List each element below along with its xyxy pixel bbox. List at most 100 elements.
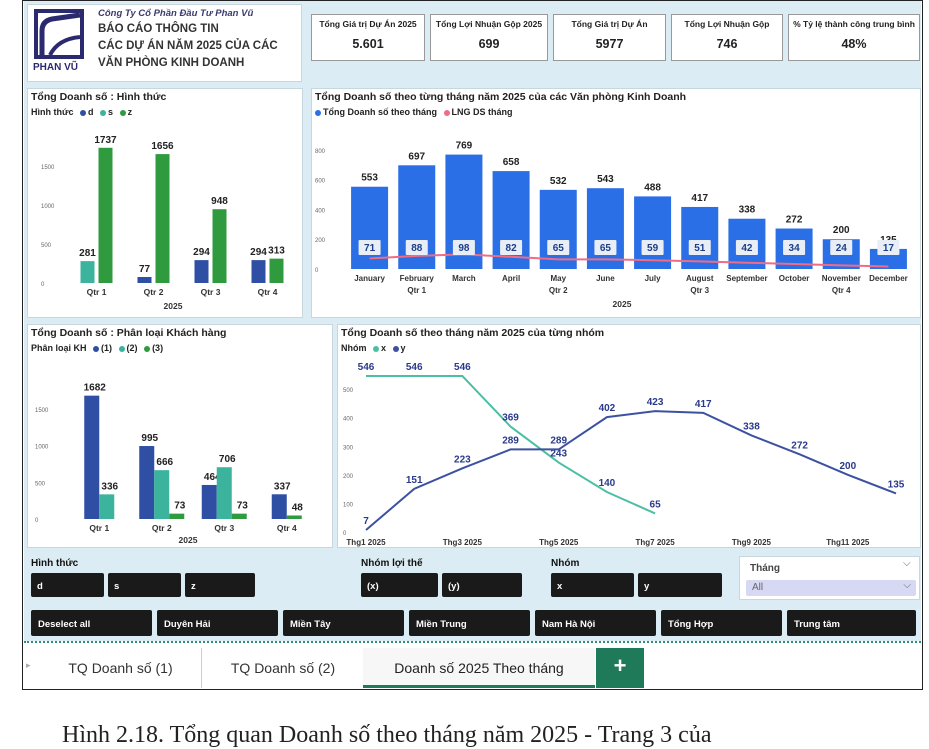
data-label-box <box>594 240 617 255</box>
bar <box>634 196 672 269</box>
y-tick-label: 500 <box>35 481 46 487</box>
bar <box>269 258 284 283</box>
bar <box>154 470 170 519</box>
month-dropdown[interactable]: All ⌵ <box>746 580 916 596</box>
data-label: 464 <box>204 472 221 483</box>
y-tick-label: 800 <box>315 149 326 155</box>
bar <box>586 188 624 269</box>
x-tick-label: Qtr 2 <box>152 523 172 533</box>
header-card <box>27 4 302 82</box>
data-label: 88 <box>411 243 423 254</box>
slicer-option-x-advantage[interactable]: (x) <box>361 573 438 597</box>
bar <box>539 189 577 269</box>
x-tick-label: Qtr 3 <box>201 287 221 297</box>
legend-dot-icon <box>100 109 107 116</box>
tab-tq-doanh-so-1[interactable]: TQ Doanh số (1) <box>40 648 202 688</box>
office-button-mien-tay[interactable]: Miền Tây <box>283 610 404 636</box>
bar <box>80 261 95 283</box>
data-label: 948 <box>211 196 228 207</box>
bar <box>286 515 302 519</box>
slicer-option-d[interactable]: d <box>31 573 104 597</box>
data-label-box <box>735 240 758 255</box>
chevron-down-icon[interactable]: ⌵ <box>903 558 911 569</box>
kpi-card-total-project-value: Tổng Giá trị Dự Án 5977 <box>553 14 666 61</box>
kpi-value: 699 <box>478 37 500 51</box>
legend-item: Tổng Doanh số theo tháng <box>323 107 437 117</box>
x-tick-label: December <box>869 274 908 283</box>
data-label: 281 <box>79 248 96 259</box>
slicer-option-y[interactable]: y <box>638 573 722 597</box>
bar <box>169 513 185 519</box>
y-tick-label: 0 <box>343 531 347 537</box>
data-label: 336 <box>101 481 118 492</box>
data-label: 289 <box>502 435 519 446</box>
bar <box>194 260 209 283</box>
tab-scroll-left-icon[interactable]: ▸ <box>26 660 31 670</box>
company-logo <box>34 9 84 59</box>
data-label-box <box>405 240 428 255</box>
x-axis-group-label: 2025 <box>164 301 183 311</box>
chart-panel-phan-loai: Tổng Doanh số : Phân loại Khách hàng Phâ… <box>27 324 333 548</box>
data-label: 546 <box>358 362 375 373</box>
x-tick-label: July <box>645 274 662 283</box>
bar <box>231 513 247 519</box>
y-tick-label: 0 <box>315 268 319 274</box>
office-button-mien-trung[interactable]: Miền Trung <box>409 610 530 636</box>
tab-tq-doanh-so-2[interactable]: TQ Doanh số (2) <box>230 660 336 676</box>
slicer-label-nhom-loi-the: Nhóm lợi thế <box>361 558 423 569</box>
data-label-box <box>688 240 711 255</box>
month-dropdown-label: Tháng <box>750 563 780 574</box>
data-label-box <box>783 240 806 255</box>
series-line-y <box>365 410 897 531</box>
x-axis-group-label: 2025 <box>179 535 198 545</box>
data-label: 272 <box>791 440 808 451</box>
slicer-option-z[interactable]: z <box>185 573 255 597</box>
data-label: 98 <box>458 243 470 254</box>
kpi-card-success-rate: % Tỷ lệ thành công trung bình 48% <box>788 14 920 61</box>
y-tick-label: 0 <box>41 282 45 288</box>
chart-phan-loai-svg: 0 500 1000 1500 1682 336 Qtr 1 995 666 73 Qtr 2 464… <box>35 383 303 545</box>
chart-title: Tổng Doanh số : Hình thức <box>31 91 167 103</box>
y-tick-label: 200 <box>315 238 326 244</box>
office-button-tong-hop[interactable]: Tổng Hợp <box>661 610 782 636</box>
slicer-option-y-advantage[interactable]: (y) <box>442 573 522 597</box>
data-label: 200 <box>839 461 856 472</box>
legend-dot-icon <box>373 345 380 352</box>
report-title-line-2: CÁC DỰ ÁN NĂM 2025 CỦA CÁC <box>98 40 278 52</box>
data-label: 243 <box>550 449 567 460</box>
legend-item: LNG DS tháng <box>451 107 513 117</box>
x-tick-label: June <box>596 274 615 283</box>
office-button-trung-tam[interactable]: Trung tâm <box>787 610 916 636</box>
slicer-option-x[interactable]: x <box>551 573 634 597</box>
x-tick-label: March <box>452 274 476 283</box>
data-label-box <box>641 240 664 255</box>
bar <box>212 209 227 283</box>
data-label: 65 <box>553 243 565 254</box>
data-label: 1737 <box>94 135 117 146</box>
data-label: 289 <box>550 435 567 446</box>
data-label: 658 <box>503 157 520 168</box>
bar <box>155 154 170 283</box>
kpi-card-total-project-value-2025: Tổng Giá trị Dự Án 2025 5.601 <box>311 14 425 61</box>
tab-doanh-so-2025-theo-thang[interactable]: Doanh số 2025 Theo tháng <box>363 648 595 688</box>
office-button-duyen-hai[interactable]: Duyên Hải <box>157 610 278 636</box>
data-label: 995 <box>141 433 158 444</box>
chart-panel-hinh-thuc: Tổng Doanh số : Hình thức Hình thức d s … <box>27 88 303 318</box>
deselect-all-button[interactable]: Deselect all <box>31 610 152 636</box>
y-tick-label: 500 <box>41 243 52 249</box>
data-label: 294 <box>193 247 210 258</box>
legend-dot-icon <box>144 345 151 352</box>
chart-title: Tổng Doanh số theo từng tháng năm 2025 c… <box>315 91 687 103</box>
chart-title: Tổng Doanh số theo tháng năm 2025 của từ… <box>341 327 605 339</box>
bar <box>681 206 719 269</box>
slicer-option-s[interactable]: s <box>108 573 181 597</box>
data-label: 65 <box>650 499 662 510</box>
office-button-nam-ha-noi[interactable]: Nam Hà Nội <box>535 610 656 636</box>
kpi-label: Tổng Giá trị Dự Án <box>571 19 648 29</box>
company-name: Công Ty Cổ Phần Đầu Tư Phan Vũ <box>98 8 254 19</box>
add-tab-button[interactable]: + <box>596 648 644 688</box>
y-tick-label: 400 <box>315 208 326 214</box>
legend-title: Hình thức <box>31 107 74 117</box>
slicer-label-hinh-thuc: Hình thức <box>31 558 79 569</box>
y-tick-label: 600 <box>315 179 326 185</box>
